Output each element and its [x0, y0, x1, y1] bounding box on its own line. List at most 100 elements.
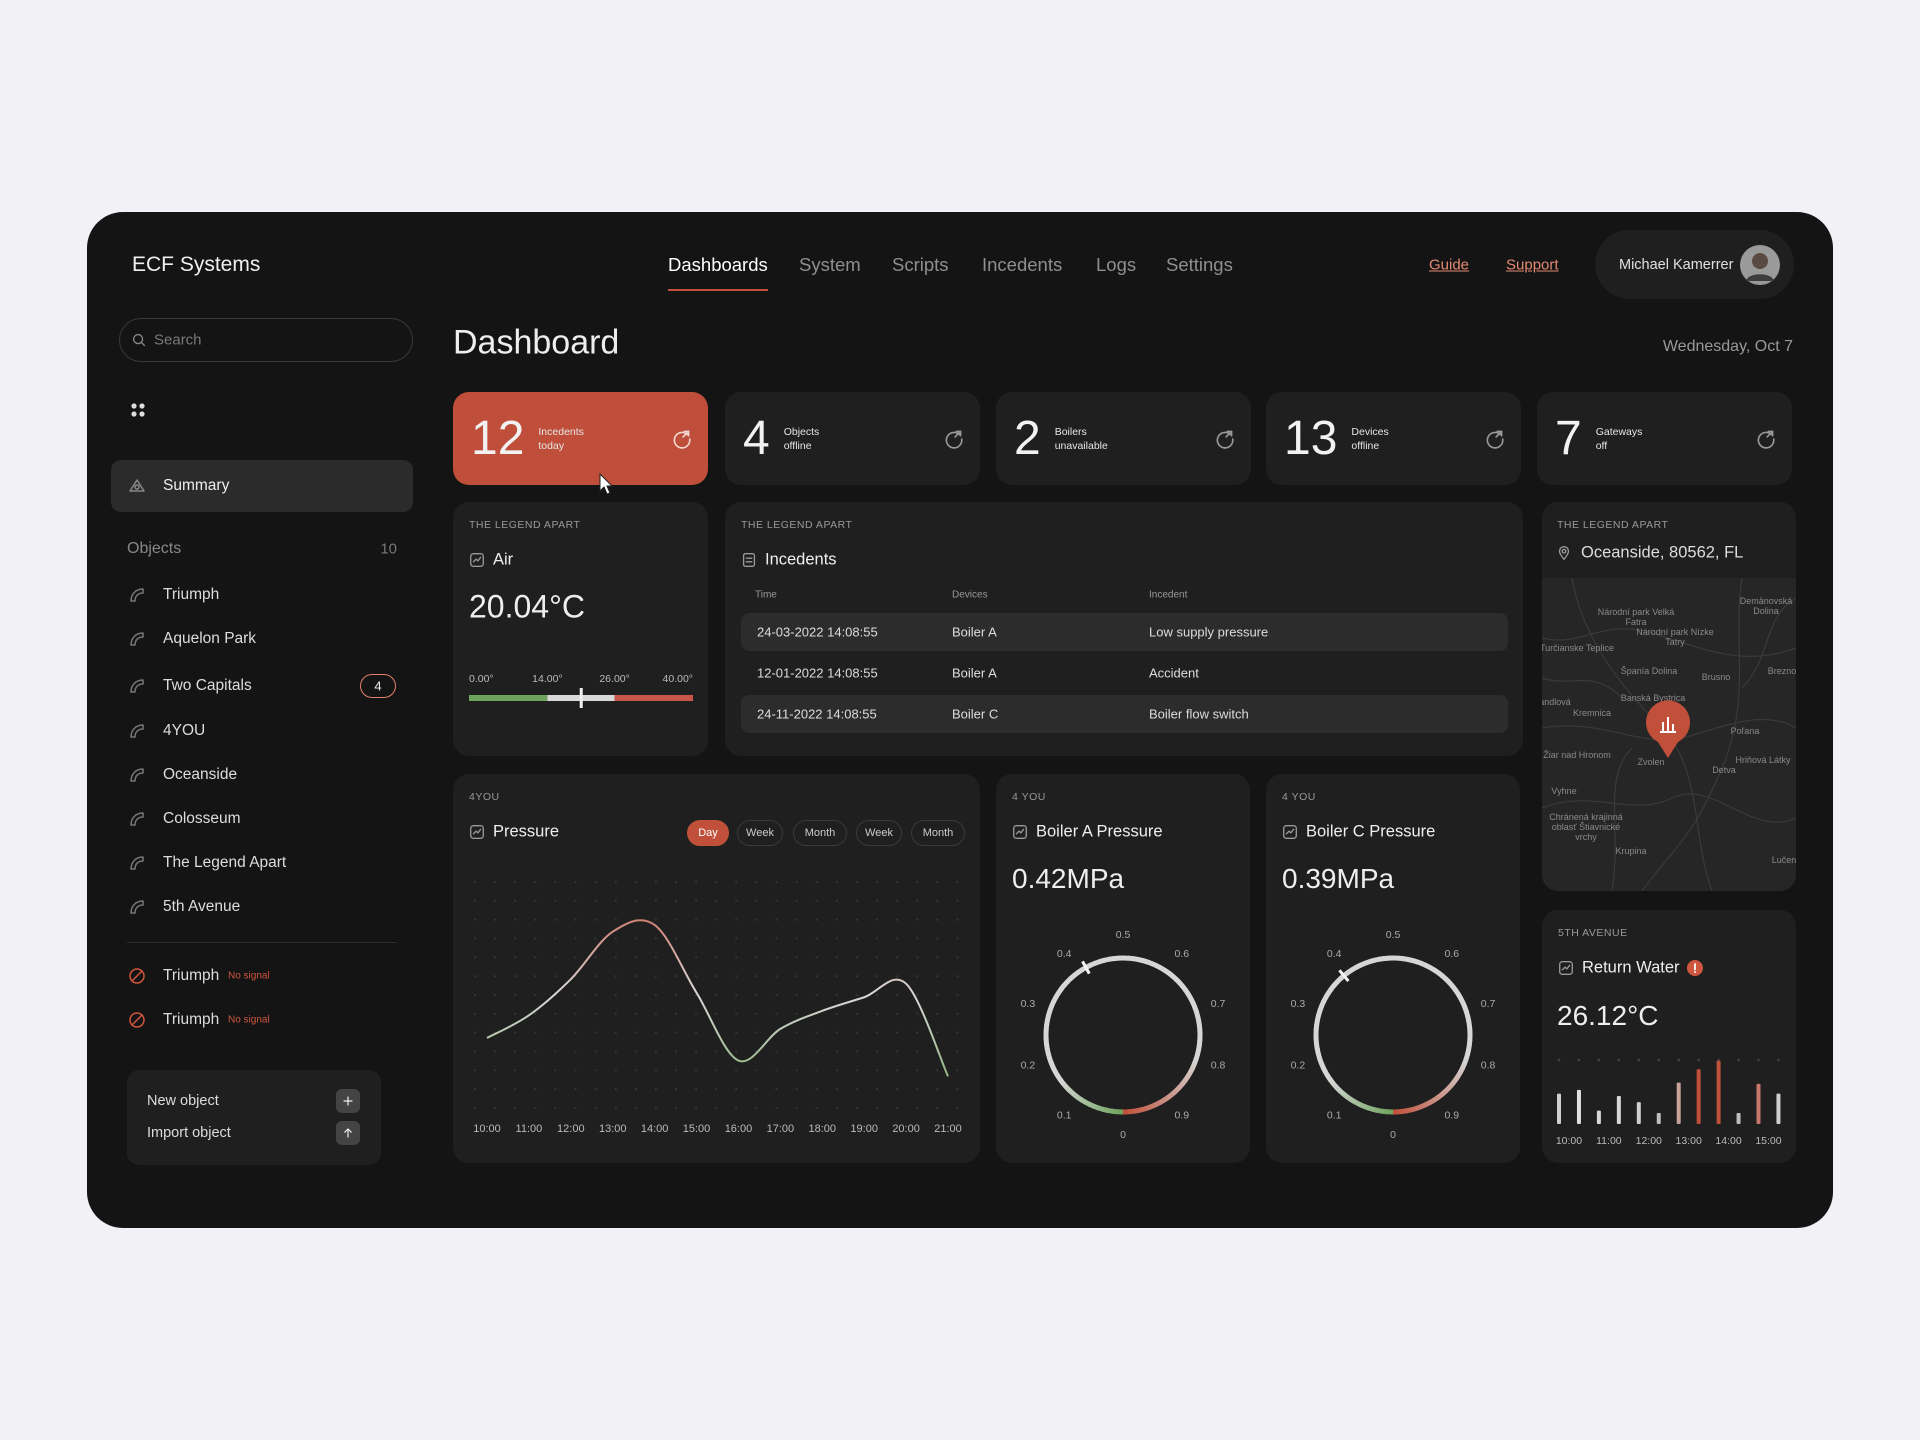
bar-track-dot: [1737, 1058, 1740, 1062]
icon-part: [130, 768, 144, 782]
grid-dot: [795, 1106, 798, 1110]
table-cell: Boiler C: [952, 706, 999, 722]
bar: [1596, 1110, 1601, 1124]
grid-dot: [916, 993, 919, 997]
icon-refresh[interactable]: [1484, 427, 1506, 449]
nav-item[interactable]: Logs: [1096, 254, 1137, 275]
grid-dot: [815, 1106, 818, 1110]
map-label: Brezno: [1767, 666, 1796, 676]
period-button[interactable]: [793, 820, 847, 846]
grid-dot: [775, 937, 778, 940]
grid-dot: [895, 1069, 899, 1072]
map-road: [1542, 793, 1796, 823]
icon-refresh[interactable]: [671, 427, 693, 449]
action-label[interactable]: New object: [147, 1093, 219, 1109]
object-item[interactable]: 4YOU: [163, 722, 206, 739]
grid-dot: [473, 1031, 477, 1034]
map-area: Národní park Velká Fatra Demänovská Dolin…: [1542, 578, 1796, 891]
header-link[interactable]: Support: [1506, 256, 1559, 274]
gauge-marker: [1338, 969, 1350, 983]
grid-dot: [554, 1050, 557, 1053]
object-item[interactable]: Colosseum: [163, 810, 241, 827]
gauge-tick-label: 0.4: [1057, 948, 1072, 960]
offline-item[interactable]: Triumph: [163, 1011, 220, 1028]
table-cell: Boiler A: [952, 624, 997, 640]
grid-dot: [514, 1087, 517, 1091]
grid-dot: [654, 918, 658, 921]
nav-item[interactable]: System: [799, 254, 861, 275]
grid-dot: [674, 1106, 678, 1110]
grid-dot: [674, 1031, 678, 1034]
grid-dot: [795, 993, 798, 997]
grid-dot: [534, 1012, 537, 1016]
grid-dot: [916, 956, 919, 959]
object-item[interactable]: Triumph: [163, 586, 220, 603]
nav-item[interactable]: Settings: [1166, 254, 1233, 275]
grid-dot: [534, 993, 537, 997]
icon-part: [130, 900, 144, 914]
grid-dot: [895, 899, 899, 903]
search-box[interactable]: [119, 318, 413, 362]
nav-item[interactable]: Scripts: [892, 254, 949, 275]
nav-item[interactable]: Incedents: [982, 254, 1063, 275]
object-item[interactable]: The Legend Apart: [163, 854, 287, 871]
icon-part: [1225, 430, 1233, 438]
action-label[interactable]: Import object: [147, 1125, 231, 1141]
stat-card: 2 Boilers unavailable: [996, 392, 1251, 485]
grid-dot: [654, 1106, 658, 1110]
grid-dot: [875, 1106, 879, 1110]
table-cell: 12-01-2022 14:08:55: [757, 665, 878, 681]
x-tick-label: 12:00: [557, 1123, 585, 1135]
grid-dot: [916, 880, 919, 884]
period-button[interactable]: [856, 820, 902, 846]
grid-dot: [855, 956, 859, 959]
period-label: Month: [922, 827, 954, 839]
gauge-value: 0.39MPa: [1282, 863, 1395, 894]
grid-dot: [815, 880, 818, 884]
grid-dot: [715, 1087, 718, 1091]
x-tick-label: 20:00: [892, 1123, 920, 1135]
grid-dot: [835, 1050, 838, 1053]
nav-item[interactable]: Dashboards: [668, 254, 768, 275]
apps-icon: [131, 403, 145, 417]
map-label: Národní park Velká Fatra: [1597, 607, 1675, 627]
grid-dot: [715, 880, 718, 884]
x-tick-label: 16:00: [725, 1123, 753, 1135]
grid-dot: [936, 899, 939, 903]
period-button[interactable]: [737, 820, 783, 846]
grid-dot: [855, 918, 859, 921]
header-link[interactable]: Guide: [1429, 256, 1470, 274]
object-item[interactable]: Oceanside: [163, 766, 238, 783]
x-tick-label: 11:00: [516, 1123, 543, 1135]
grid-dot: [956, 1106, 959, 1110]
grid-dot: [956, 937, 959, 940]
card-location: THE LEGEND APART: [469, 519, 581, 531]
avatar-body: [1746, 274, 1774, 281]
summary-row[interactable]: [111, 460, 413, 512]
stat-card: 13 Devices offline: [1266, 392, 1521, 485]
grid-dot: [855, 1050, 859, 1053]
object-item[interactable]: Aquelon Park: [163, 630, 257, 647]
offline-item[interactable]: Triumph: [163, 967, 220, 984]
grid-dot: [594, 956, 597, 959]
object-item[interactable]: Two Capitals: [163, 677, 252, 694]
icon-refresh[interactable]: [1755, 427, 1777, 449]
search-placeholder: Search: [154, 331, 202, 349]
map-label: Vyhne: [1551, 786, 1577, 796]
grid-dot: [473, 1050, 477, 1053]
grid-dot: [473, 1069, 477, 1072]
grid-dot: [936, 1087, 939, 1091]
object-item[interactable]: 5th Avenue: [163, 898, 241, 915]
grid-dot: [674, 899, 678, 903]
grid-dot: [473, 956, 477, 959]
gauge-tick-label: 0.7: [1481, 998, 1496, 1010]
period-button[interactable]: [911, 820, 965, 846]
period-button[interactable]: [687, 820, 729, 846]
grid-dot: [855, 937, 859, 940]
grid-dot: [916, 937, 919, 940]
grid-dot: [895, 956, 899, 959]
icon-refresh[interactable]: [1214, 427, 1236, 449]
icon-refresh[interactable]: [943, 427, 965, 449]
icon-part: [472, 828, 482, 835]
user-pill[interactable]: Michael Kamerrer: [1595, 230, 1794, 299]
